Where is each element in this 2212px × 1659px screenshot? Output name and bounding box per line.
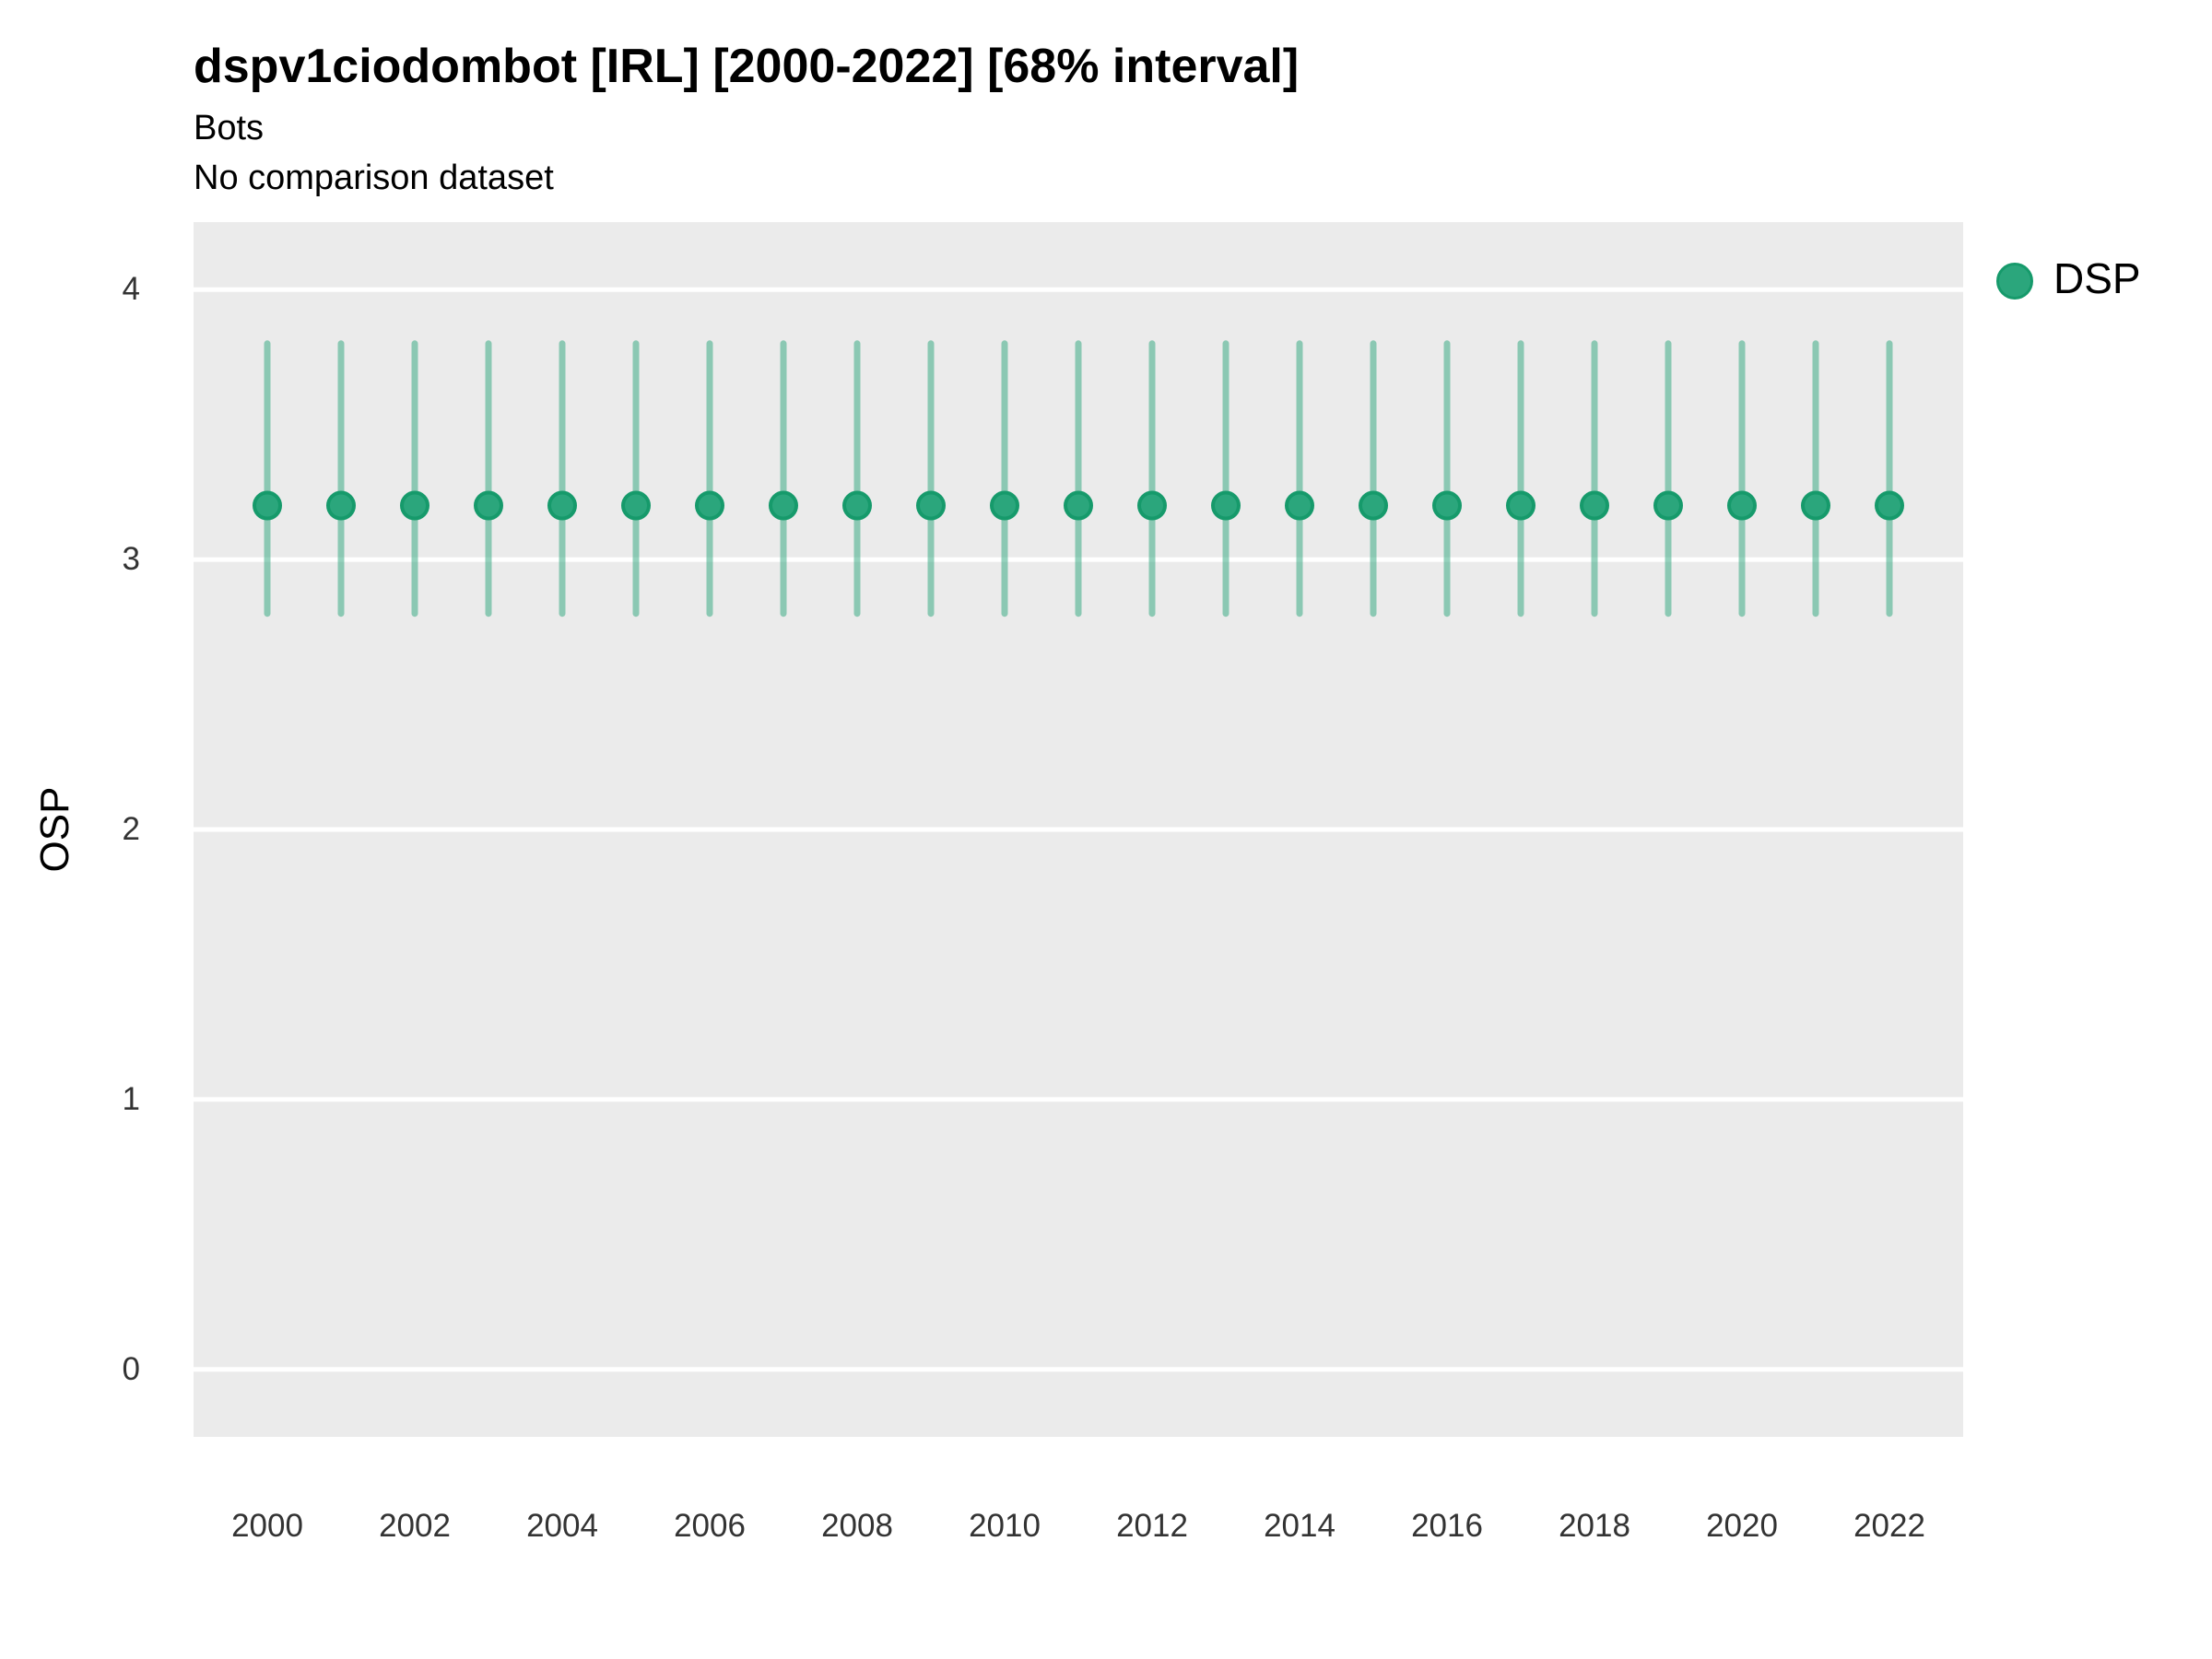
plot-canvas [194,287,1963,1372]
data-point-2002 [400,490,429,521]
x-tick-label-2012: 2012 [1116,1508,1188,1544]
y-tick-label-1: 1 [122,1080,140,1117]
y-tick-label-2: 2 [122,811,140,847]
data-point-2000 [253,490,282,521]
x-tick-label-2008: 2008 [821,1508,893,1544]
plot-panel [194,222,1963,1437]
chart-subtitle: Bots [194,109,265,147]
data-point-2010 [990,490,1019,521]
x-tick-label-2006: 2006 [674,1508,746,1544]
data-point-2022 [1875,490,1904,521]
x-tick-label-2002: 2002 [379,1508,451,1544]
y-tick-label-4: 4 [122,271,140,308]
y-tick-label-0: 0 [122,1350,140,1387]
data-point-2006 [695,490,724,521]
x-tick-label-2016: 2016 [1411,1508,1483,1544]
data-point-2005 [621,490,651,521]
data-point-2016 [1432,490,1462,521]
data-point-2007 [769,490,798,521]
data-point-2001 [326,490,356,521]
data-point-2011 [1064,490,1093,521]
legend-dsp-label: DSP [2053,254,2141,302]
x-tick-label-2022: 2022 [1853,1508,1925,1544]
data-point-2017 [1506,490,1535,521]
x-tick-label-2014: 2014 [1264,1508,1335,1544]
y-tick-label-3: 3 [122,541,140,578]
data-point-2019 [1653,490,1683,521]
comparison-dataset-note: No comparison dataset [194,159,554,197]
data-point-2012 [1137,490,1167,521]
data-point-2009 [916,490,946,521]
legend: DSP [1983,250,2205,307]
chart-title: dspv1ciodombot [IRL] [2000-2022] [68% in… [194,40,1300,93]
data-point-2014 [1285,490,1314,521]
x-tick-label-2010: 2010 [969,1508,1041,1544]
data-point-2021 [1801,490,1830,521]
data-points [253,490,1904,521]
data-point-2004 [547,490,577,521]
x-tick-label-2000: 2000 [231,1508,303,1544]
interval-bars [264,340,1893,618]
x-tick-label-2004: 2004 [526,1508,598,1544]
data-point-2008 [842,490,872,521]
data-point-2020 [1727,490,1757,521]
data-point-2015 [1359,490,1388,521]
data-point-2013 [1211,490,1241,521]
legend-dsp-marker-icon [1996,263,2033,300]
x-tick-label-2020: 2020 [1706,1508,1778,1544]
x-tick-label-2018: 2018 [1559,1508,1630,1544]
data-point-2018 [1580,490,1609,521]
data-point-2003 [474,490,503,521]
